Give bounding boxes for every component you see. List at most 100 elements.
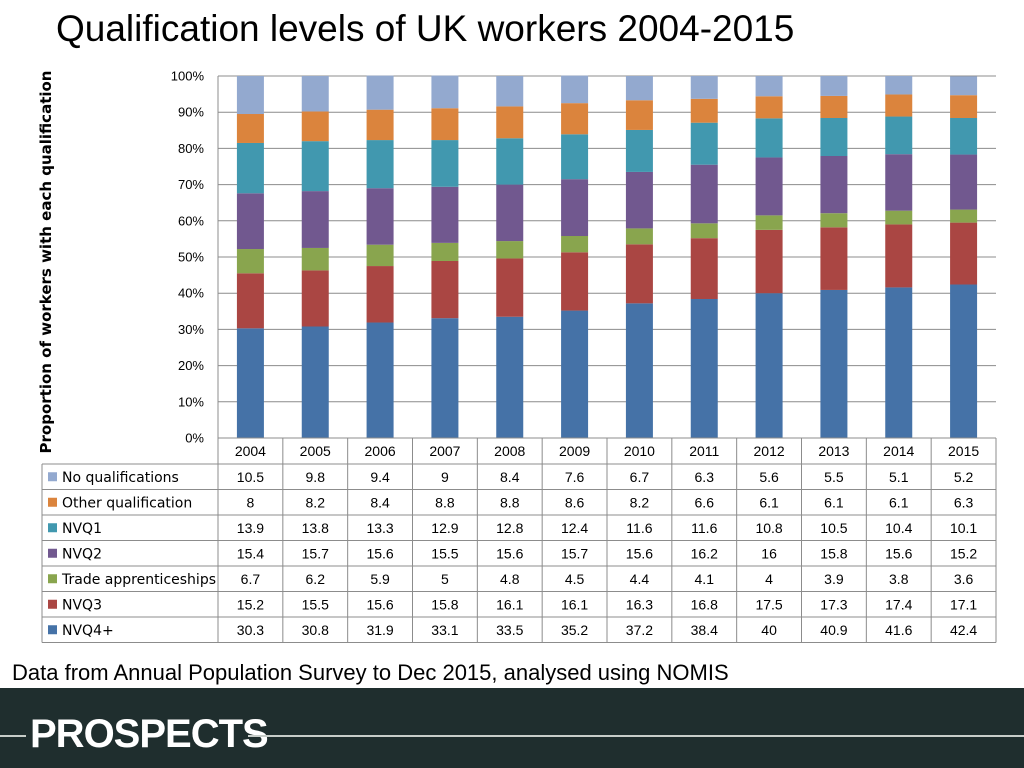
table-cell: 6.3	[695, 469, 715, 485]
bar-segment	[561, 252, 589, 311]
x-tick-label: 2005	[300, 443, 331, 459]
legend-swatch	[48, 497, 57, 507]
bar-segment	[755, 157, 783, 216]
table-cell: 15.7	[302, 545, 329, 561]
bar-segment	[431, 242, 459, 261]
legend-label: NVQ1	[62, 521, 102, 537]
table-cell: 40	[761, 622, 777, 638]
table-cell: 10.4	[885, 520, 912, 536]
bar-segment	[496, 258, 524, 317]
bar-segment	[431, 318, 459, 438]
bar-segment	[366, 109, 394, 141]
table-cell: 6.1	[889, 494, 909, 510]
table-cell: 15.4	[237, 545, 264, 561]
table-cell: 6.7	[241, 571, 261, 587]
bar-segment	[950, 117, 978, 155]
bar-segment	[690, 298, 718, 438]
legend-label: Other qualification	[62, 495, 192, 511]
table-cell: 15.6	[885, 545, 912, 561]
legend-label: NVQ3	[62, 597, 102, 613]
y-tick-label: 60%	[178, 213, 204, 228]
table-cell: 5.6	[759, 469, 779, 485]
table-cell: 16.8	[691, 596, 718, 612]
table-cell: 15.2	[950, 545, 977, 561]
table-cell: 13.9	[237, 520, 264, 536]
table-cell: 11.6	[626, 520, 652, 536]
table-cell: 6.1	[824, 494, 844, 510]
bar-segment	[885, 224, 913, 288]
footer-bar: PROSPECTS	[0, 688, 1024, 768]
table-cell: 6.7	[630, 469, 650, 485]
bar-segment	[561, 310, 589, 438]
prospects-logo[interactable]: PROSPECTS	[30, 712, 269, 756]
bar-segment	[820, 156, 848, 214]
table-cell: 13.3	[366, 520, 393, 536]
bar-segment	[301, 247, 329, 271]
bar-segment	[496, 76, 524, 107]
y-tick-label: 30%	[178, 322, 204, 337]
bar-segment	[820, 117, 848, 157]
bar-segment	[496, 316, 524, 438]
bar-segment	[366, 140, 394, 189]
table-cell: 37.2	[626, 622, 653, 638]
bar-segment	[625, 129, 653, 172]
table-cell: 6.3	[954, 494, 974, 510]
stacked-bar-chart: 0% 10% 20% 30% 40% 50% 60% 70% 80% 90% 100% 2004 200…	[41, 69, 997, 643]
table-cell: 16.3	[626, 596, 653, 612]
table-cell: 3.6	[954, 571, 974, 587]
table-cell: 6.2	[306, 571, 326, 587]
bar-segment	[236, 193, 264, 250]
bar-segment	[625, 76, 653, 101]
legend-swatch	[48, 523, 57, 533]
table-cell: 10.5	[820, 520, 847, 536]
x-tick-label: 2015	[948, 443, 979, 459]
table-cell: 4.8	[500, 571, 520, 587]
bar-segment	[625, 100, 653, 130]
table-cell: 12.8	[496, 520, 523, 536]
table-cell: 11.6	[691, 520, 717, 536]
x-tick-label: 2007	[429, 443, 460, 459]
table-cell: 42.4	[950, 622, 977, 638]
bar-segment	[561, 236, 589, 253]
bar-segment	[950, 284, 978, 438]
table-cell: 4.1	[695, 571, 715, 587]
table-cell: 15.5	[431, 545, 458, 561]
table-cell: 12.9	[431, 520, 458, 536]
y-tick-label: 90%	[178, 105, 204, 120]
bar-segment	[431, 140, 459, 187]
x-tick-label: 2004	[235, 443, 266, 459]
table-cell: 15.5	[302, 596, 329, 612]
bar-segment	[950, 209, 978, 223]
table-cell: 5	[441, 571, 449, 587]
bar-segment	[301, 76, 329, 112]
bar-segment	[301, 326, 329, 438]
table-cell: 15.6	[626, 545, 653, 561]
legend-swatch	[48, 599, 57, 609]
legend-label: NVQ2	[62, 546, 102, 562]
bar-segment	[690, 223, 718, 239]
bar-segment	[820, 95, 848, 118]
table-cell: 41.6	[885, 622, 912, 638]
bar-segment	[755, 118, 783, 158]
bar-segment	[625, 228, 653, 245]
table-cell: 3.9	[824, 571, 844, 587]
bar-segment	[236, 76, 264, 115]
table-cell: 5.2	[954, 469, 974, 485]
bar-segment	[625, 303, 653, 438]
x-tick-label: 2009	[559, 443, 590, 459]
y-tick-label: 80%	[178, 141, 204, 156]
bar-segment	[820, 213, 848, 228]
table-cell: 15.2	[237, 596, 264, 612]
table-cell: 6.6	[695, 494, 715, 510]
bar-segment	[431, 186, 459, 243]
legend-swatch	[48, 574, 57, 584]
x-tick-label: 2006	[365, 443, 396, 459]
table-cell: 6.1	[759, 494, 779, 510]
bar-segment	[366, 322, 394, 438]
table-cell: 15.6	[366, 545, 393, 561]
footer-divider-left	[0, 735, 26, 737]
y-tick-label: 20%	[178, 358, 204, 373]
table-cell: 13.8	[302, 520, 329, 536]
table-cell: 8.2	[306, 494, 326, 510]
table-cell: 7.6	[565, 469, 585, 485]
